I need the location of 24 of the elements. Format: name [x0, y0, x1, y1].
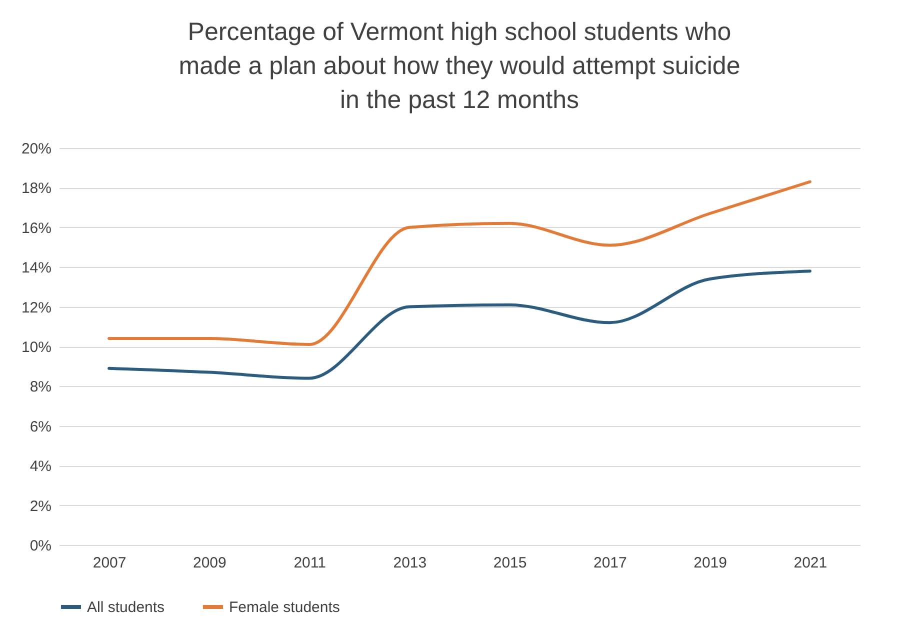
- y-tick-label: 14%: [21, 260, 52, 277]
- x-tick-label: 2015: [493, 554, 527, 572]
- line-series: [108, 270, 812, 380]
- y-tick-label: 0%: [30, 538, 52, 554]
- y-tick-label: 6%: [30, 418, 52, 436]
- legend-label: All students: [87, 599, 165, 616]
- x-tick-label: 2013: [393, 554, 427, 572]
- y-tick-label: 8%: [30, 378, 52, 396]
- line-series: [108, 180, 812, 346]
- y-tick-label: 16%: [21, 220, 52, 237]
- y-tick-label: 2%: [30, 498, 52, 515]
- x-tick-label: 2011: [294, 554, 326, 572]
- x-tick-label: 2021: [794, 554, 828, 572]
- y-tick-label: 18%: [21, 180, 52, 198]
- y-tick-label: 20%: [21, 140, 52, 158]
- x-tick-label: 2009: [193, 554, 226, 572]
- x-tick-label: 2017: [594, 554, 627, 572]
- x-tick-label: 2019: [694, 554, 727, 572]
- y-tick-label: 10%: [21, 339, 52, 356]
- legend-label: Female students: [229, 599, 340, 616]
- y-tick-label: 4%: [30, 458, 52, 476]
- y-tick-label: 12%: [21, 299, 52, 316]
- chart-title: Percentage of Vermont high school students who made a plan about how they would attempt suicide in the past 12 months: [178, 18, 740, 114]
- x-tick-label: 2007: [92, 554, 126, 572]
